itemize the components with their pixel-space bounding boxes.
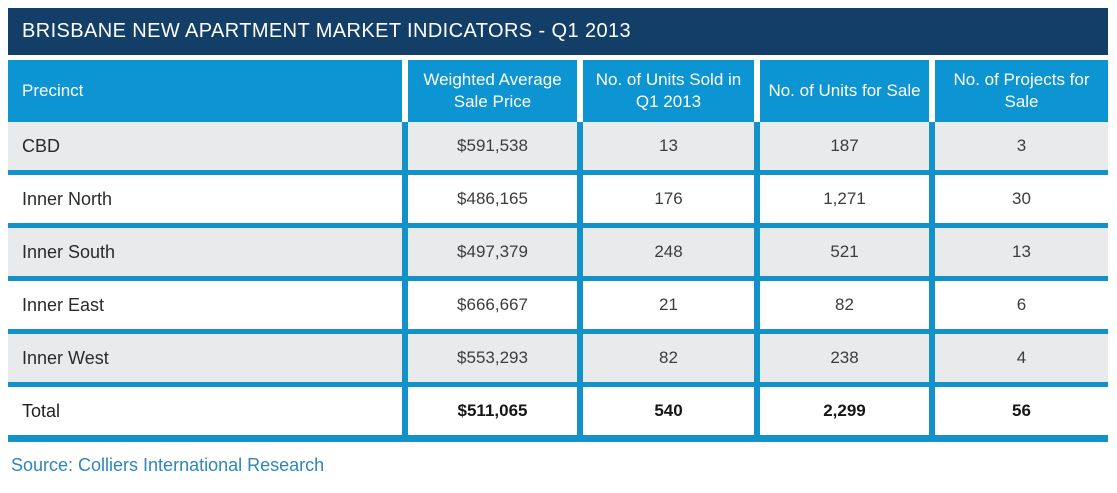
total-units-for-sale-value: 2,299 (760, 387, 929, 435)
title-bar: BRISBANE NEW APARTMENT MARKET INDICATORS… (8, 8, 1108, 55)
price-value: $591,538 (408, 122, 577, 170)
header-units-sold-q1-2013: No. of Units Sold in Q1 2013 (583, 60, 754, 122)
units-for-sale-value: 1,271 (760, 175, 929, 223)
precinct-label: Inner North (8, 175, 402, 223)
total-price-value: $511,065 (408, 387, 577, 435)
total-units-sold-value: 540 (583, 387, 754, 435)
precinct-label: Inner West (8, 334, 402, 382)
table-row-inner-west: Inner West $553,293 82 238 4 (8, 334, 1108, 382)
table-bottom-border (8, 435, 1108, 442)
units-for-sale-value: 521 (760, 228, 929, 276)
units-sold-value: 248 (583, 228, 754, 276)
total-label: Total (8, 387, 402, 435)
precinct-label: CBD (8, 122, 402, 170)
header-weighted-average-sale-price: Weighted Average Sale Price (408, 60, 577, 122)
row-divider (8, 276, 1108, 281)
price-value: $486,165 (408, 175, 577, 223)
row-divider (8, 382, 1108, 387)
page-title: BRISBANE NEW APARTMENT MARKET INDICATORS… (22, 20, 632, 42)
units-sold-value: 21 (583, 281, 754, 329)
units-sold-value: 176 (583, 175, 754, 223)
units-sold-value: 13 (583, 122, 754, 170)
table-row-inner-north: Inner North $486,165 176 1,271 30 (8, 175, 1108, 223)
units-for-sale-value: 187 (760, 122, 929, 170)
projects-value: 30 (935, 175, 1108, 223)
precinct-label: Inner South (8, 228, 402, 276)
units-for-sale-value: 82 (760, 281, 929, 329)
report-table-page: BRISBANE NEW APARTMENT MARKET INDICATORS… (8, 8, 1108, 475)
row-divider (8, 223, 1108, 228)
table-row-total: Total $511,065 540 2,299 56 (8, 387, 1108, 435)
units-for-sale-value: 238 (760, 334, 929, 382)
table-row-inner-east: Inner East $666,667 21 82 6 (8, 281, 1108, 329)
projects-value: 3 (935, 122, 1108, 170)
projects-value: 4 (935, 334, 1108, 382)
header-precinct: Precinct (8, 60, 402, 122)
total-projects-value: 56 (935, 387, 1108, 435)
price-value: $666,667 (408, 281, 577, 329)
header-projects-for-sale: No. of Projects for Sale (935, 60, 1108, 122)
table-row-inner-south: Inner South $497,379 248 521 13 (8, 228, 1108, 276)
price-value: $497,379 (408, 228, 577, 276)
table-row-cbd: CBD $591,538 13 187 3 (8, 122, 1108, 170)
price-value: $553,293 (408, 334, 577, 382)
row-divider (8, 329, 1108, 334)
source-note: Source: Colliers International Research (11, 455, 325, 475)
header-units-for-sale: No. of Units for Sale (760, 60, 929, 122)
table-header-row: Precinct Weighted Average Sale Price No.… (8, 60, 1108, 122)
projects-value: 13 (935, 228, 1108, 276)
projects-value: 6 (935, 281, 1108, 329)
precinct-label: Inner East (8, 281, 402, 329)
units-sold-value: 82 (583, 334, 754, 382)
row-divider (8, 170, 1108, 175)
